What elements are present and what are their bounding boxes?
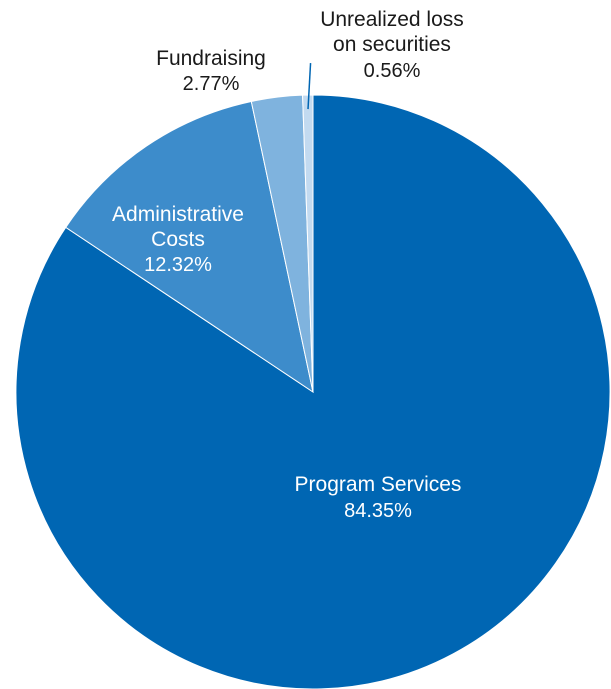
slice-value-administrative: 12.32%: [144, 254, 212, 276]
slice-label-program-services: Program Services: [295, 473, 462, 496]
slice-value-unrealized: 0.56%: [364, 60, 421, 82]
slice-value-fundraising: 2.77%: [183, 73, 240, 95]
slice-label-administrative-line1: Administrative: [112, 203, 244, 226]
slice-label-administrative-line2: Costs: [151, 228, 205, 251]
slice-label-unrealized-line2: on securities: [333, 33, 451, 56]
pie-slice-unrealized-loss-on-securities: [302, 94, 314, 393]
slice-label-fundraising: Fundraising: [156, 47, 266, 70]
pie-slices: [15, 94, 611, 689]
slice-label-unrealized-line1: Unrealized loss: [320, 8, 464, 31]
slice-value-program-services: 84.35%: [344, 500, 412, 522]
leader-line: [307, 63, 312, 110]
pie-slice-administrative-costs: [65, 100, 314, 394]
